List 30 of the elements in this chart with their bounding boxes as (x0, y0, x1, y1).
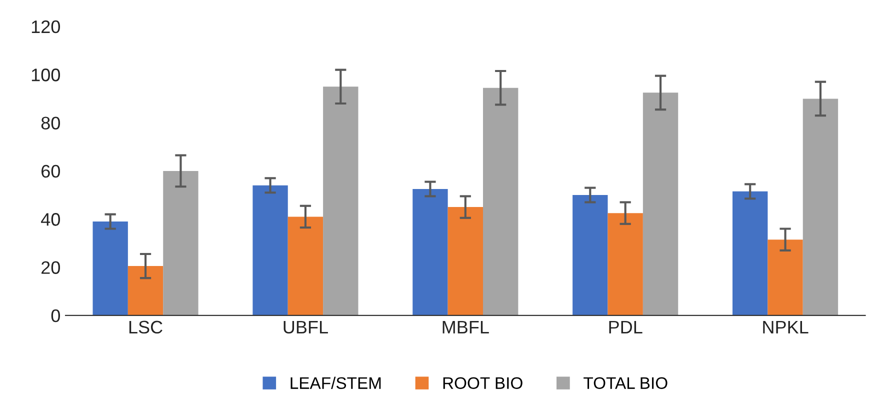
bar (252, 185, 288, 316)
bar (608, 213, 643, 316)
x-tick-label: PDL (609, 320, 642, 334)
y-tick-label: 120 (32, 20, 60, 34)
y-tick-label: 20 (42, 261, 60, 274)
x-tick-label: LSC (129, 320, 162, 334)
bar (288, 216, 324, 316)
bar (483, 88, 518, 316)
bar (412, 189, 448, 316)
bar (802, 98, 838, 316)
x-tick-label: NPKL (763, 320, 808, 334)
legend-label: ROOT BIO (443, 377, 522, 389)
bar (572, 195, 608, 316)
bar (642, 92, 678, 316)
legend-label: LEAF/STEM (290, 376, 381, 389)
x-tick-label: UBFL (284, 320, 328, 334)
bar (163, 170, 198, 316)
bar (732, 191, 768, 316)
y-tick-label: 100 (32, 68, 60, 82)
bar (92, 222, 128, 316)
x-tick-label: MBFL (442, 320, 489, 334)
bar (128, 266, 164, 316)
bar (768, 240, 803, 316)
legend-label: TOTAL BIO (584, 377, 668, 389)
y-tick-label: 40 (41, 213, 60, 226)
y-tick-label: 60 (42, 164, 60, 178)
y-tick-label: 0 (51, 309, 60, 322)
y-tick-label: 80 (41, 116, 60, 130)
bar (323, 86, 358, 316)
bar (448, 207, 483, 316)
